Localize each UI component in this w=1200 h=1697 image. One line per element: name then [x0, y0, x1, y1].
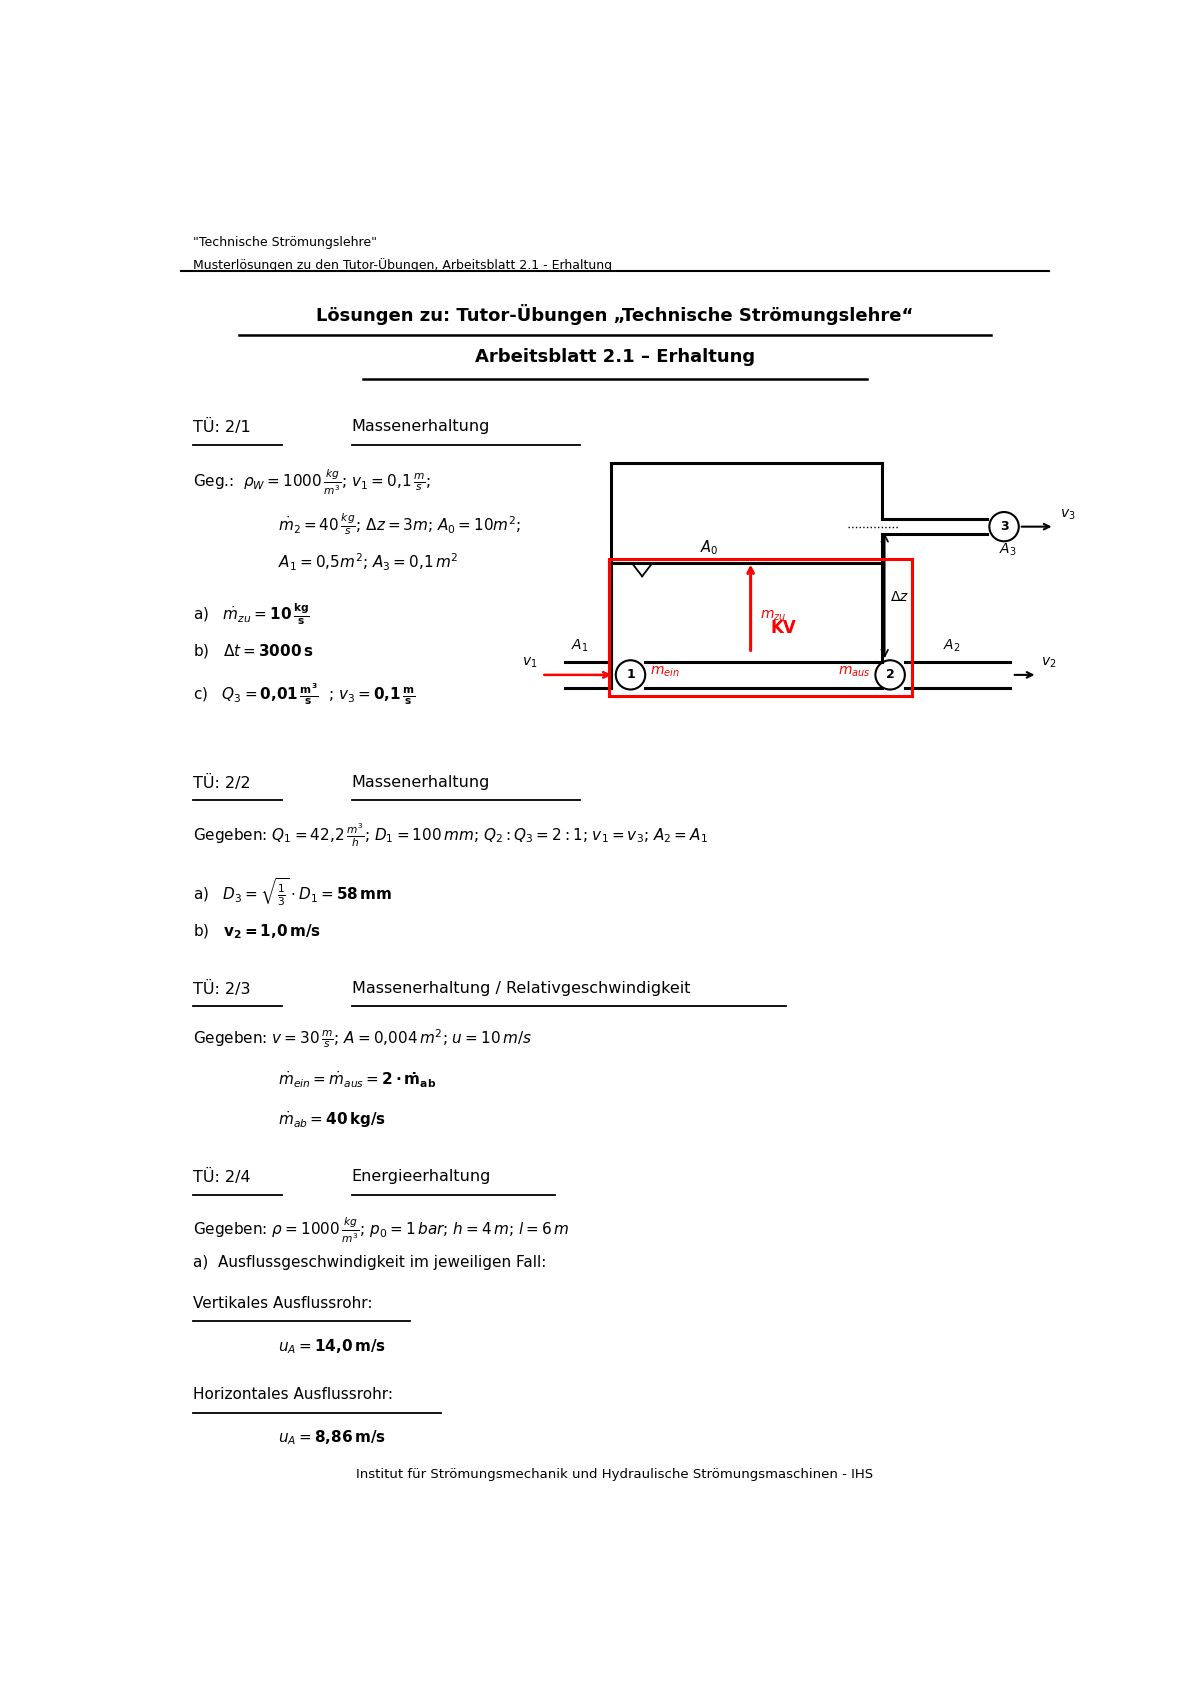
- Text: $v_1$: $v_1$: [522, 655, 538, 670]
- Text: a)   $\dot{m}_{zu} = \mathbf{10\,\frac{kg}{s}}$: a) $\dot{m}_{zu} = \mathbf{10\,\frac{kg}…: [193, 602, 310, 628]
- Text: Musterlösungen zu den Tutor-Übungen, Arbeitsblatt 2.1 - Erhaltung: Musterlösungen zu den Tutor-Übungen, Arb…: [193, 258, 612, 272]
- Text: $\dot{m}_{ab} = \mathbf{40\,kg/s}$: $\dot{m}_{ab} = \mathbf{40\,kg/s}$: [278, 1110, 386, 1130]
- Text: b)   $\Delta t = \mathbf{3000\,s}$: b) $\Delta t = \mathbf{3000\,s}$: [193, 641, 313, 660]
- Text: $A_1$: $A_1$: [571, 638, 589, 653]
- Text: $m_{aus}$: $m_{aus}$: [839, 665, 871, 679]
- Text: c)   $Q_3 = \mathbf{0{,}01\,\frac{m^3}{s}}$  ; $v_3 = \mathbf{0{,}1\,\frac{m}{s}: c) $Q_3 = \mathbf{0{,}01\,\frac{m^3}{s}}…: [193, 682, 415, 708]
- Text: 1: 1: [626, 669, 635, 682]
- Text: Gegeben: $\rho = 1000\,\frac{kg}{m^3}$; $p_0 = 1\,bar$; $h = 4\,m$; $l = 6\,m$: Gegeben: $\rho = 1000\,\frac{kg}{m^3}$; …: [193, 1215, 569, 1246]
- Text: $u_A = \mathbf{14{,}0\,m/s}$: $u_A = \mathbf{14{,}0\,m/s}$: [278, 1337, 386, 1356]
- Text: TÜ: 2/4: TÜ: 2/4: [193, 1169, 251, 1185]
- Text: $A_3$: $A_3$: [1000, 541, 1016, 558]
- Text: a)   $D_3 = \sqrt{\frac{1}{3}} \cdot D_1 = \mathbf{58\,mm}$: a) $D_3 = \sqrt{\frac{1}{3}} \cdot D_1 =…: [193, 877, 392, 908]
- Text: a)  Ausflussgeschwindigkeit im jeweiligen Fall:: a) Ausflussgeschwindigkeit im jeweiligen…: [193, 1256, 546, 1271]
- Text: Vertikales Ausflussrohr:: Vertikales Ausflussrohr:: [193, 1295, 372, 1310]
- Text: TÜ: 2/2: TÜ: 2/2: [193, 776, 251, 791]
- Text: b)   $\mathbf{v_2 = 1{,}0\,m/s}$: b) $\mathbf{v_2 = 1{,}0\,m/s}$: [193, 923, 320, 942]
- Text: 2: 2: [886, 669, 894, 682]
- Text: 3: 3: [1000, 521, 1008, 533]
- Text: KV: KV: [770, 618, 797, 636]
- Text: Massenerhaltung: Massenerhaltung: [352, 776, 490, 791]
- Text: TÜ: 2/3: TÜ: 2/3: [193, 981, 250, 996]
- Text: $\Delta z$: $\Delta z$: [890, 591, 910, 604]
- Text: Gegeben: $Q_1 = 42{,}2\,\frac{m^3}{h}$; $D_1 = 100\,mm$; $Q_2 : Q_3 = 2:1$; $v_1: Gegeben: $Q_1 = 42{,}2\,\frac{m^3}{h}$; …: [193, 821, 708, 848]
- Text: Geg.:  $\rho_W = 1000\,\frac{kg}{m^3}$; $v_1 = 0{,}1\,\frac{m}{s}$;: Geg.: $\rho_W = 1000\,\frac{kg}{m^3}$; $…: [193, 467, 431, 497]
- Text: Horizontales Ausflussrohr:: Horizontales Ausflussrohr:: [193, 1386, 392, 1402]
- Text: Massenerhaltung / Relativgeschwindigkeit: Massenerhaltung / Relativgeschwindigkeit: [352, 981, 690, 996]
- Bar: [608, 560, 912, 696]
- Text: Energieerhaltung: Energieerhaltung: [352, 1169, 491, 1185]
- Text: TÜ: 2/1: TÜ: 2/1: [193, 419, 251, 434]
- Text: $A_1 = 0{,}5m^2$; $A_3 = 0{,}1\,m^2$: $A_1 = 0{,}5m^2$; $A_3 = 0{,}1\,m^2$: [278, 552, 458, 574]
- Text: Gegeben: $v = 30\,\frac{m}{s}$; $A = 0{,}004\,m^2$; $u = 10\,m/s$: Gegeben: $v = 30\,\frac{m}{s}$; $A = 0{,…: [193, 1027, 532, 1050]
- Text: Massenerhaltung: Massenerhaltung: [352, 419, 490, 434]
- Text: $m_{ein}$: $m_{ein}$: [650, 665, 679, 679]
- Text: $v_3$: $v_3$: [1060, 507, 1075, 523]
- Text: $A_2$: $A_2$: [943, 638, 961, 653]
- Text: Institut für Strömungsmechanik und Hydraulische Strömungsmaschinen - IHS: Institut für Strömungsmechanik und Hydra…: [356, 1468, 874, 1481]
- Text: $\dot{m}_2 = 40\,\frac{kg}{s}$; $\Delta z = 3m$; $A_0 = 10m^2$;: $\dot{m}_2 = 40\,\frac{kg}{s}$; $\Delta …: [278, 511, 521, 538]
- Text: Arbeitsblatt 2.1 – Erhaltung: Arbeitsblatt 2.1 – Erhaltung: [475, 348, 755, 367]
- Text: $m_{zu}$: $m_{zu}$: [760, 609, 786, 623]
- Text: $u_A = \mathbf{8{,}86\,m/s}$: $u_A = \mathbf{8{,}86\,m/s}$: [278, 1429, 386, 1448]
- Text: $A_0$: $A_0$: [701, 538, 719, 557]
- Text: $\dot{m}_{ein} = \dot{m}_{aus} = \mathbf{2 \cdot \dot{m}_{ab}}$: $\dot{m}_{ein} = \dot{m}_{aus} = \mathbf…: [278, 1069, 436, 1089]
- Text: "Technische Strömungslehre": "Technische Strömungslehre": [193, 236, 377, 249]
- Text: $v_2$: $v_2$: [1042, 655, 1057, 670]
- Text: Lösungen zu: Tutor-Übungen „Technische Strömungslehre“: Lösungen zu: Tutor-Übungen „Technische S…: [317, 304, 913, 324]
